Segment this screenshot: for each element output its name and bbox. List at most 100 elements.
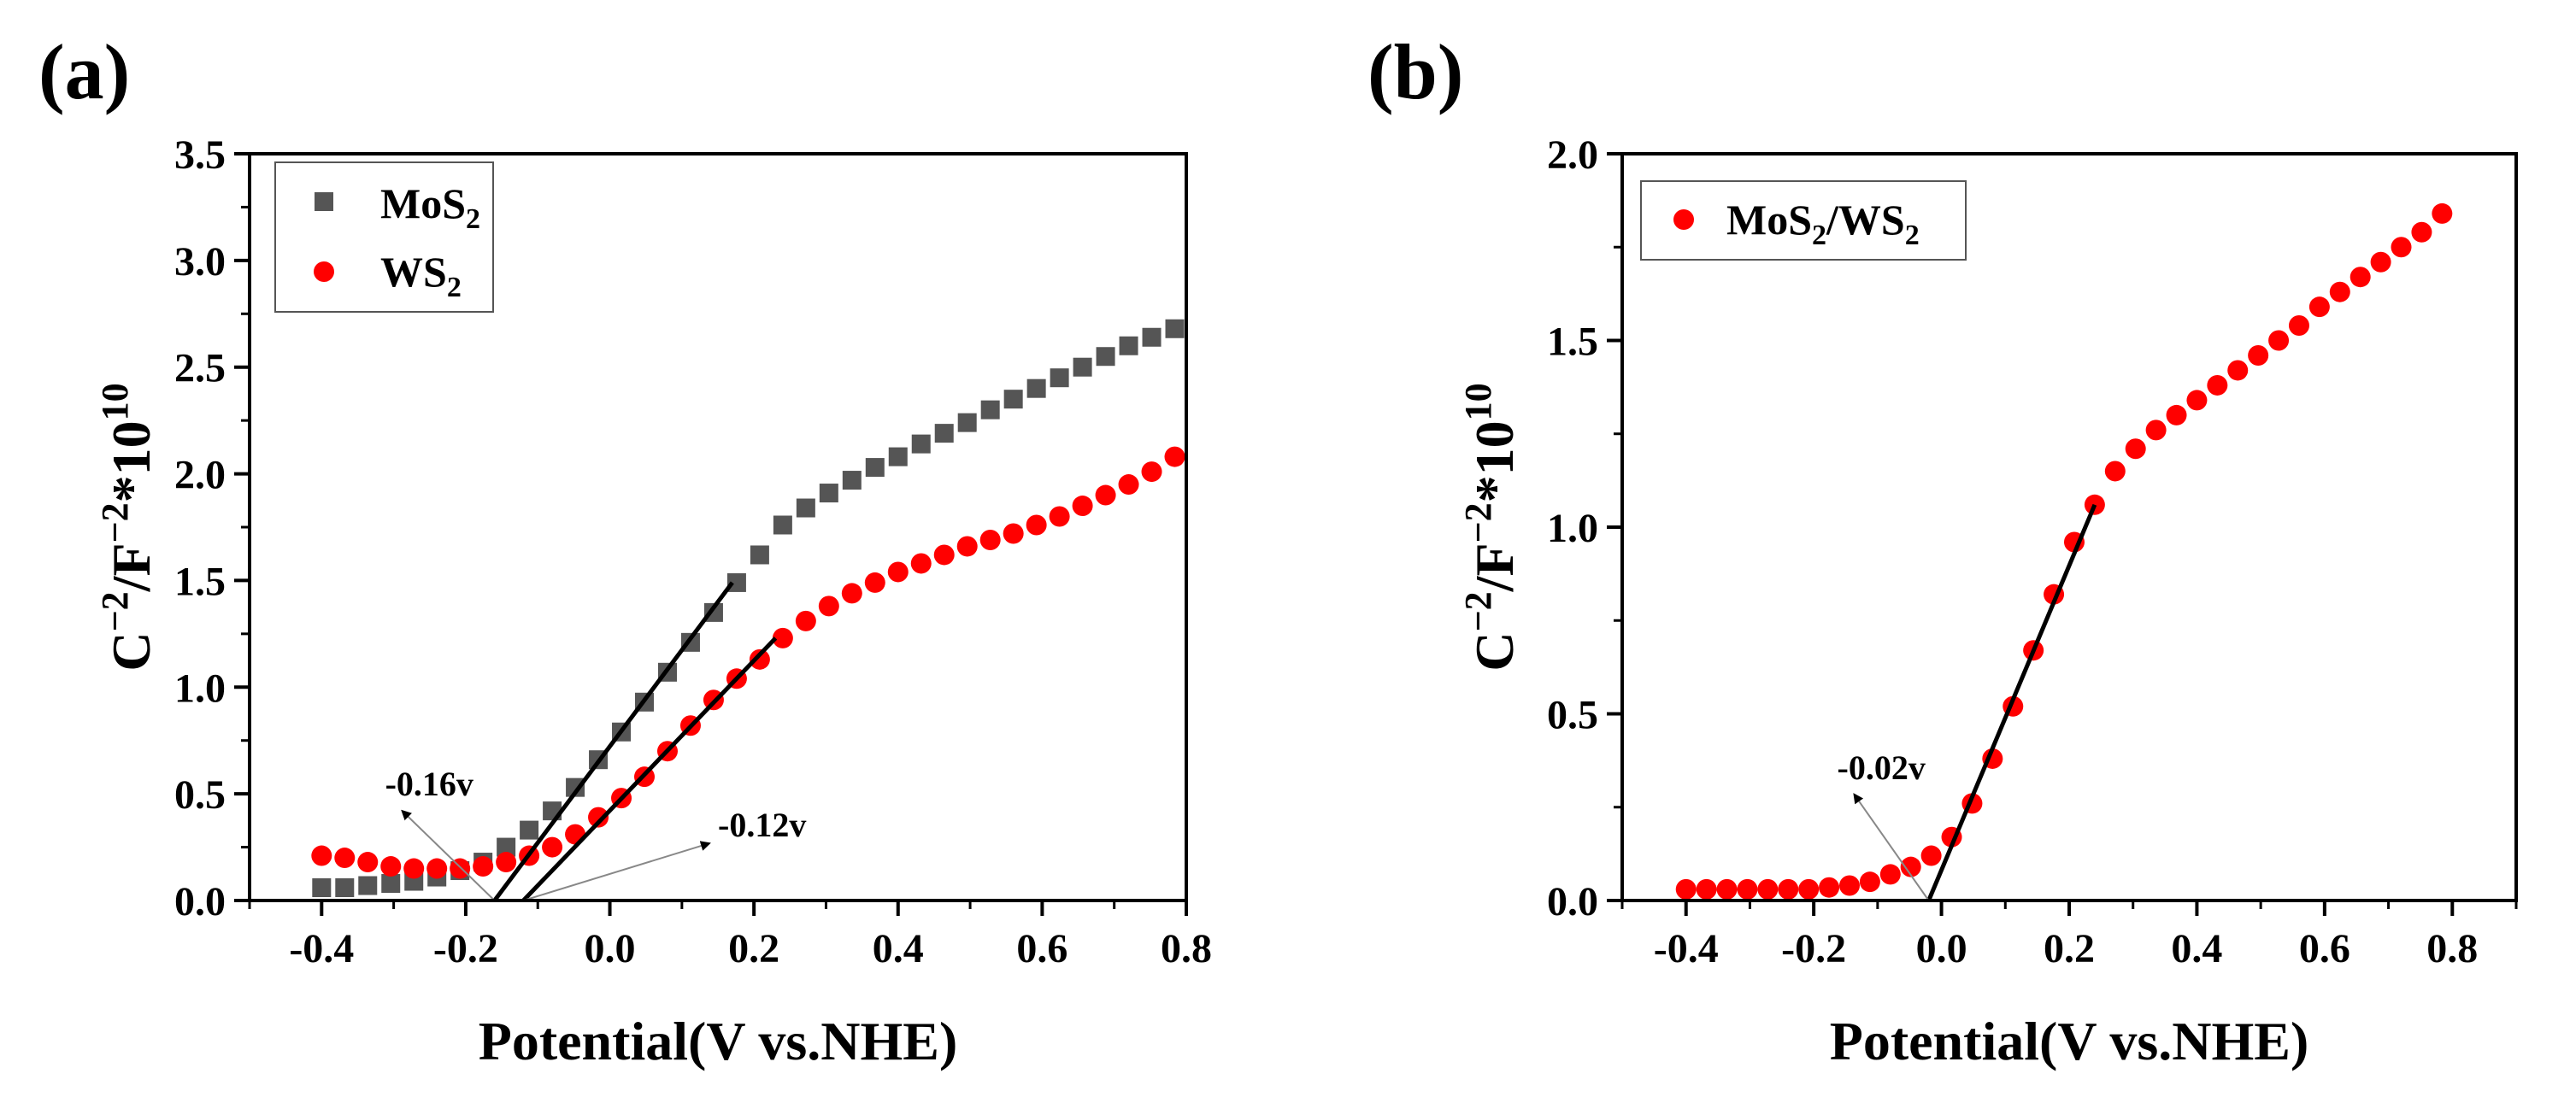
data-point [1141,461,1162,483]
chart-b: (b) -0.02v -0.4 -0.2 0.0 0.2 0.4 0.6 0.8 0.00.… [1367,28,2518,1071]
y-tick-label: 2.5 [174,346,226,391]
data-point [1716,878,1738,900]
data-point [450,858,471,879]
data-point [911,434,931,454]
data-point [334,848,356,869]
y-tick-label: 0.0 [1547,879,1598,924]
data-point [566,777,585,797]
data-point [1165,319,1185,338]
x-tick-label: 0.6 [2299,926,2350,971]
y-title-sup3-a: 10 [94,383,136,420]
data-point [1095,484,1116,506]
y-tick-label: 1.0 [174,666,226,711]
data-point [357,852,379,873]
data-point [841,583,862,604]
data-point [2268,330,2290,351]
data-point [2248,344,2269,366]
x-tick-label: -0.2 [433,926,498,971]
data-point [358,876,378,895]
y-tick-label: 3.0 [174,239,226,285]
x-tick-label: 0.8 [1161,926,1212,971]
data-point [1142,327,1162,347]
data-point [864,572,885,593]
data-point [979,529,1001,550]
y-axis-b: 0.0 0.5 1.0 1.5 2.0 [1547,132,1622,924]
x-axis-title-a: Potential(V vs.NHE) [479,1011,958,1071]
data-point [1072,496,1093,517]
y-title-sup2-a: −2 [94,502,136,543]
data-point [335,878,355,898]
data-point [426,858,448,879]
data-point [2370,251,2391,273]
data-point [2288,315,2309,337]
legend-box-a [274,161,494,313]
data-point [2329,281,2350,302]
data-point [311,845,332,866]
data-point [1073,357,1092,377]
data-point [2308,296,2330,318]
y-title-rest-a: *10 [101,420,162,502]
data-point [588,807,609,828]
data-point [957,413,977,432]
data-point [497,837,516,857]
data-point [1118,474,1139,496]
data-point [1778,878,1799,900]
data-point [2145,419,2167,441]
data-point [1096,347,1115,367]
data-point [1879,864,1901,885]
legend-label-mos2: MoS2 [380,179,480,235]
y-tick-label: 3.5 [174,132,226,178]
data-point [1050,368,1069,388]
data-point [2227,360,2249,381]
data-point [2125,438,2146,460]
data-point [818,596,839,617]
data-point [2104,461,2126,482]
y-title-mid-a: /F [101,543,162,592]
data-point [888,447,908,466]
data-point [2207,374,2228,396]
data-point [1026,378,1046,398]
y-tick-label: 0.5 [174,772,226,818]
annotation-arrow [401,809,496,901]
y-title-mid-b: /F [1464,543,1525,592]
annotation-arrow [523,841,711,901]
data-point [2186,390,2208,411]
x-tick-label: -0.2 [1781,926,1846,971]
data-point [1003,523,1024,544]
y-tick-label: 2.0 [1547,132,1598,178]
series-ws2 [311,446,1185,879]
y-tick-label: 0.5 [1547,693,1598,738]
x-tick-label: 0.0 [1916,926,1967,971]
data-point [520,820,539,840]
data-point [773,515,792,535]
annotation-label: -0.02v [1838,748,1926,787]
y-tick-label: 2.0 [174,453,226,498]
y-axis-a: 0.0 0.5 1.0 1.5 2.0 2.5 3.0 3.5 [174,132,250,924]
data-point [1798,878,1820,900]
plot-area-b: -0.02v [1675,202,2453,901]
fit-line [1926,503,2097,901]
data-point [1026,514,1047,536]
data-point [1859,871,1880,893]
y-tick-label: 1.0 [1547,506,1598,551]
data-point [1757,878,1779,900]
x-tick-label: -0.4 [1654,926,1719,971]
panel-label-a: (a) [38,28,130,115]
y-tick-label: 1.5 [174,559,226,604]
x-tick-label: 0.2 [728,926,779,971]
legend-marker-ws2 [314,261,334,282]
data-point [2411,221,2432,243]
data-point [980,400,1000,419]
series-mos2-ws2 [1675,202,2453,900]
x-tick-label: 0.2 [2044,926,2095,971]
data-point [380,856,402,877]
data-point [1819,877,1840,898]
y-title-sup1-a: −2 [94,591,136,631]
y-axis-title-a: C−2/F−2*1010 [94,383,162,671]
x-tick-label: 0.4 [873,926,924,971]
data-point [1696,878,1717,900]
data-point [934,424,954,443]
data-point [842,471,862,490]
annotation-label: -0.12v [718,806,806,844]
